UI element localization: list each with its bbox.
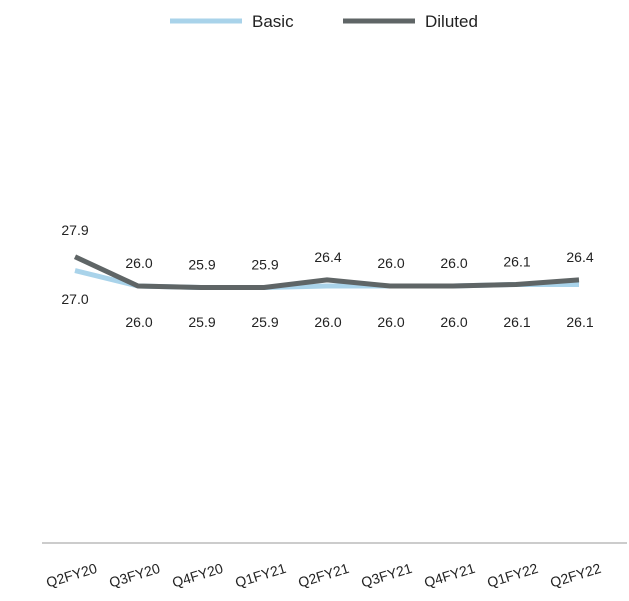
x-tick-label: Q3FY21 [359,560,414,591]
legend-item-diluted: Diluted [343,12,478,31]
series-line-diluted [73,254,580,291]
data-label-diluted: 26.0 [440,255,467,271]
data-label-diluted: 25.9 [251,257,278,273]
series-layer [73,254,580,291]
data-label-diluted: 26.0 [377,255,404,271]
data-label-diluted: 27.9 [61,222,88,238]
data-label-diluted: 26.4 [314,249,341,265]
x-tick-label: Q4FY20 [170,560,225,591]
x-tick-label: Q2FY20 [44,560,99,591]
x-tick-label: Q4FY21 [422,560,477,591]
data-label-basic: 26.1 [566,314,593,330]
data-label-basic: 25.9 [251,314,278,330]
data-label-basic: 27.0 [61,291,88,307]
x-tick-label: Q1FY21 [233,560,288,591]
legend: Basic Diluted [170,12,478,31]
data-label-basic: 26.0 [440,314,467,330]
data-label-diluted: 25.9 [188,257,215,273]
data-label-diluted: 26.4 [566,249,593,265]
x-tick-labels: Q2FY20 Q3FY20 Q4FY20 Q1FY21 Q2FY21 Q3FY21 Q4FY… [44,560,603,591]
x-tick-label: Q2FY21 [296,560,351,591]
x-tick-label: Q3FY20 [107,560,162,591]
data-label-basic: 26.0 [377,314,404,330]
legend-label-diluted: Diluted [425,12,478,31]
data-label-basic: 26.0 [125,314,152,330]
data-label-basic: 26.0 [314,314,341,330]
data-label-basic: 26.1 [503,314,530,330]
x-tick-label: Q1FY22 [485,560,540,591]
data-label-basic: 25.9 [188,314,215,330]
x-tick-label: Q2FY22 [548,560,603,591]
data-label-layer: 27.9 27.0 26.0 26.0 25.9 25.9 25.9 25.9 26.4 26.0… [61,222,593,330]
legend-label-basic: Basic [252,12,294,31]
legend-item-basic: Basic [170,12,294,31]
data-label-diluted: 26.1 [503,253,530,269]
data-label-diluted: 26.0 [125,255,152,271]
